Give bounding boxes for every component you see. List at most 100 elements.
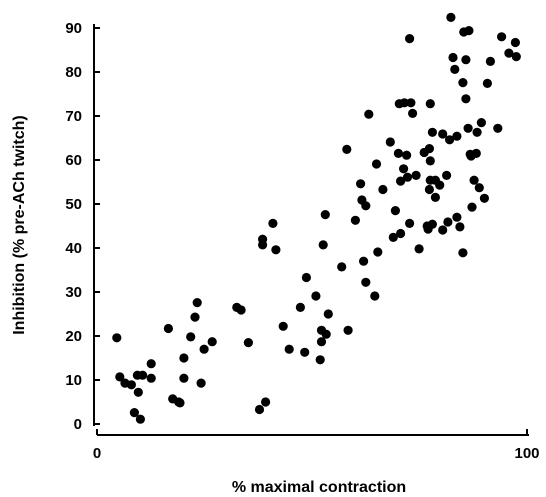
data-point <box>175 398 185 408</box>
y-axis-title: Inhibition (% pre-ACh twitch) <box>11 115 28 335</box>
data-point <box>254 404 265 415</box>
data-point <box>430 192 440 202</box>
data-point <box>192 298 202 308</box>
data-point <box>163 323 173 334</box>
data-point <box>448 52 458 63</box>
data-point <box>295 302 305 312</box>
data-point <box>112 333 122 343</box>
y-tick-label: 90 <box>65 20 82 37</box>
x-tick-label: 0 <box>93 445 101 462</box>
data-point <box>371 159 382 169</box>
data-points <box>112 12 521 424</box>
axes <box>93 24 529 436</box>
data-point <box>476 118 486 128</box>
data-point <box>396 176 406 186</box>
data-point <box>405 34 415 44</box>
data-point <box>442 170 452 180</box>
data-point <box>243 338 253 348</box>
data-point <box>446 12 456 22</box>
data-point <box>343 325 353 335</box>
y-tick-label: 20 <box>65 328 82 345</box>
data-point <box>268 218 278 228</box>
tick-labels: 0 10 20 30 40 50 60 70 80 90 0 100 <box>65 20 539 462</box>
y-tick-label: 30 <box>65 284 82 301</box>
data-point <box>323 309 333 319</box>
data-point <box>126 380 136 390</box>
data-point <box>138 370 148 380</box>
data-point <box>315 355 325 365</box>
data-point <box>471 148 481 158</box>
data-point <box>190 312 200 322</box>
data-point <box>455 222 465 232</box>
data-point <box>463 123 473 133</box>
data-point <box>135 414 145 424</box>
data-point <box>207 337 217 347</box>
data-point <box>378 184 388 195</box>
data-point <box>370 291 380 301</box>
data-point <box>258 240 268 250</box>
data-point <box>311 291 321 301</box>
data-point <box>179 373 189 383</box>
data-point <box>388 232 398 242</box>
data-point <box>199 344 209 354</box>
data-point <box>196 378 206 388</box>
x-axis-title: % maximal contraction <box>232 479 406 496</box>
data-point <box>350 215 360 225</box>
data-point <box>320 210 330 220</box>
data-point <box>396 228 406 239</box>
data-point <box>361 201 371 211</box>
data-point <box>511 52 521 62</box>
data-point <box>300 347 310 357</box>
data-point <box>452 131 462 141</box>
data-point <box>443 217 453 227</box>
data-point <box>284 344 294 354</box>
data-point <box>115 372 125 382</box>
data-point <box>278 321 288 331</box>
data-point <box>321 329 331 339</box>
data-point <box>414 244 424 254</box>
data-point <box>318 240 328 250</box>
data-point <box>445 135 455 145</box>
y-tick-label: 0 <box>74 416 82 433</box>
data-point <box>385 137 395 147</box>
data-point <box>356 179 366 189</box>
data-point <box>393 148 403 158</box>
data-point <box>474 183 484 193</box>
data-point <box>316 337 327 347</box>
data-point <box>402 172 413 182</box>
y-tick-label: 50 <box>65 196 82 213</box>
data-point <box>458 78 468 88</box>
y-tick-label: 10 <box>65 372 82 389</box>
y-tick-label: 70 <box>65 108 82 125</box>
data-point <box>402 150 412 160</box>
y-tick-label: 40 <box>65 240 82 257</box>
data-point <box>450 64 460 74</box>
data-point <box>461 55 471 65</box>
data-point <box>399 98 409 108</box>
data-point <box>261 397 271 407</box>
data-point <box>408 108 418 118</box>
data-point <box>399 164 409 174</box>
data-point <box>510 37 520 48</box>
data-point <box>186 332 196 342</box>
data-point <box>361 277 371 287</box>
data-point <box>364 109 374 119</box>
data-point <box>271 245 281 255</box>
data-point <box>424 144 434 154</box>
data-point <box>435 180 445 190</box>
data-point <box>425 99 435 109</box>
data-point <box>482 78 492 88</box>
data-point <box>504 48 514 58</box>
data-point <box>411 170 421 180</box>
data-point <box>467 202 477 212</box>
data-point <box>424 184 434 195</box>
data-point <box>146 359 156 369</box>
data-point <box>133 387 143 397</box>
data-point <box>337 262 347 272</box>
data-point <box>406 98 416 108</box>
data-point <box>425 156 435 166</box>
data-point <box>301 272 311 283</box>
data-point <box>472 127 482 137</box>
data-point <box>469 175 479 185</box>
y-tick-label: 60 <box>65 152 82 169</box>
